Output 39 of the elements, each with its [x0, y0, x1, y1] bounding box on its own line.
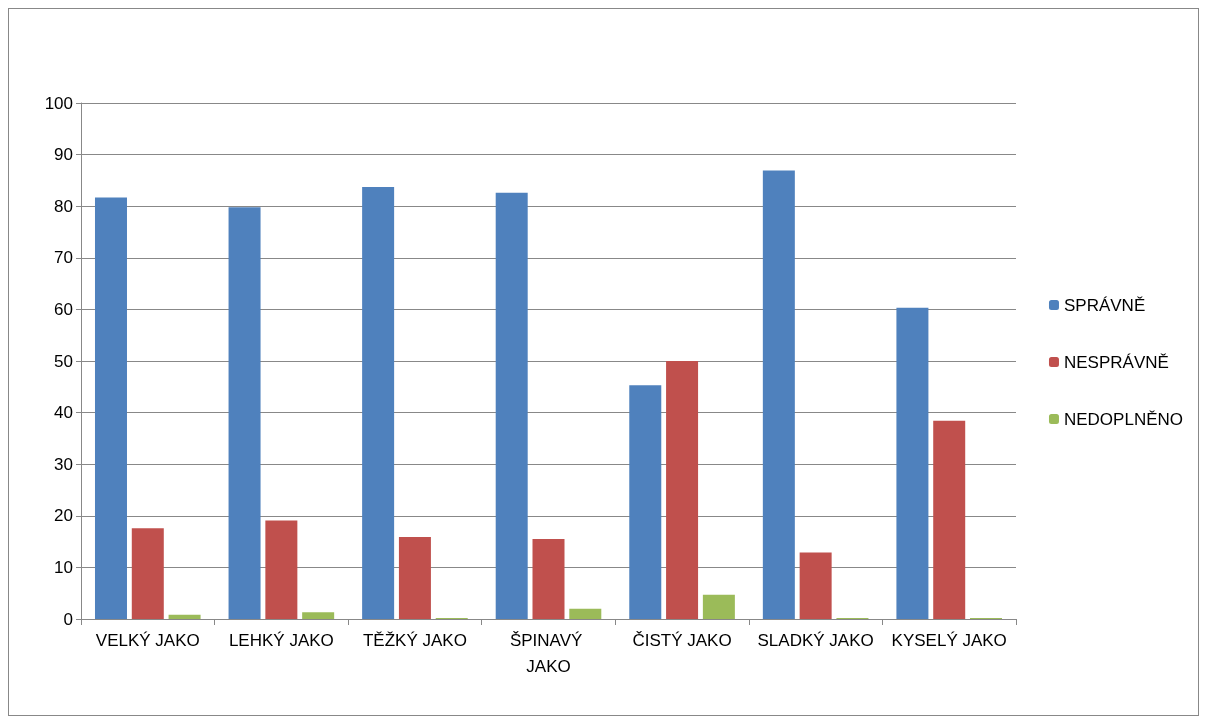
y-tick-label: 60 [54, 299, 73, 319]
bar [495, 192, 528, 619]
bar [302, 612, 335, 619]
bar [131, 528, 164, 619]
bar [933, 420, 966, 619]
y-tick-label: 20 [54, 506, 73, 526]
x-tick-label: TĚŽKÝ JAKO [362, 630, 467, 650]
legend-label: SPRÁVNĚ [1063, 295, 1146, 315]
y-tick-label: 30 [54, 454, 73, 474]
legend-label: NESPRÁVNĚ [1063, 352, 1169, 372]
x-tick-label: VELKÝ JAKO [95, 630, 200, 650]
bar [702, 594, 735, 619]
bar [896, 307, 929, 619]
x-tick-label: LEHKÝ JAKO [228, 630, 334, 650]
bar [228, 207, 261, 619]
y-tick-label: 40 [54, 403, 73, 423]
bar [265, 520, 298, 619]
legend-label: NEDOPLNĚNO [1063, 409, 1184, 429]
y-tick-label: 10 [54, 557, 73, 577]
x-tick-label: ČISTÝ JAKO [632, 630, 732, 650]
y-tick-label: 90 [54, 145, 73, 165]
bar [666, 361, 699, 619]
y-tick-label: 0 [63, 609, 73, 629]
bar [569, 608, 602, 619]
bar [362, 187, 395, 619]
x-tick-label: KYSELÝ JAKO [891, 630, 1007, 650]
x-tick-label: SLADKÝ JAKO [757, 630, 874, 650]
bar [762, 170, 795, 619]
y-tick-label: 70 [54, 248, 73, 268]
y-tick-label: 50 [54, 351, 73, 371]
bar [94, 197, 127, 619]
bar [799, 552, 832, 619]
bar [532, 539, 565, 619]
bar [168, 614, 201, 619]
bar [629, 385, 662, 619]
bar [398, 536, 431, 619]
y-tick-label: 80 [54, 196, 73, 216]
x-tick-label: ŠPINAVÝ JAKO [509, 630, 588, 676]
y-tick-label: 100 [44, 93, 73, 113]
